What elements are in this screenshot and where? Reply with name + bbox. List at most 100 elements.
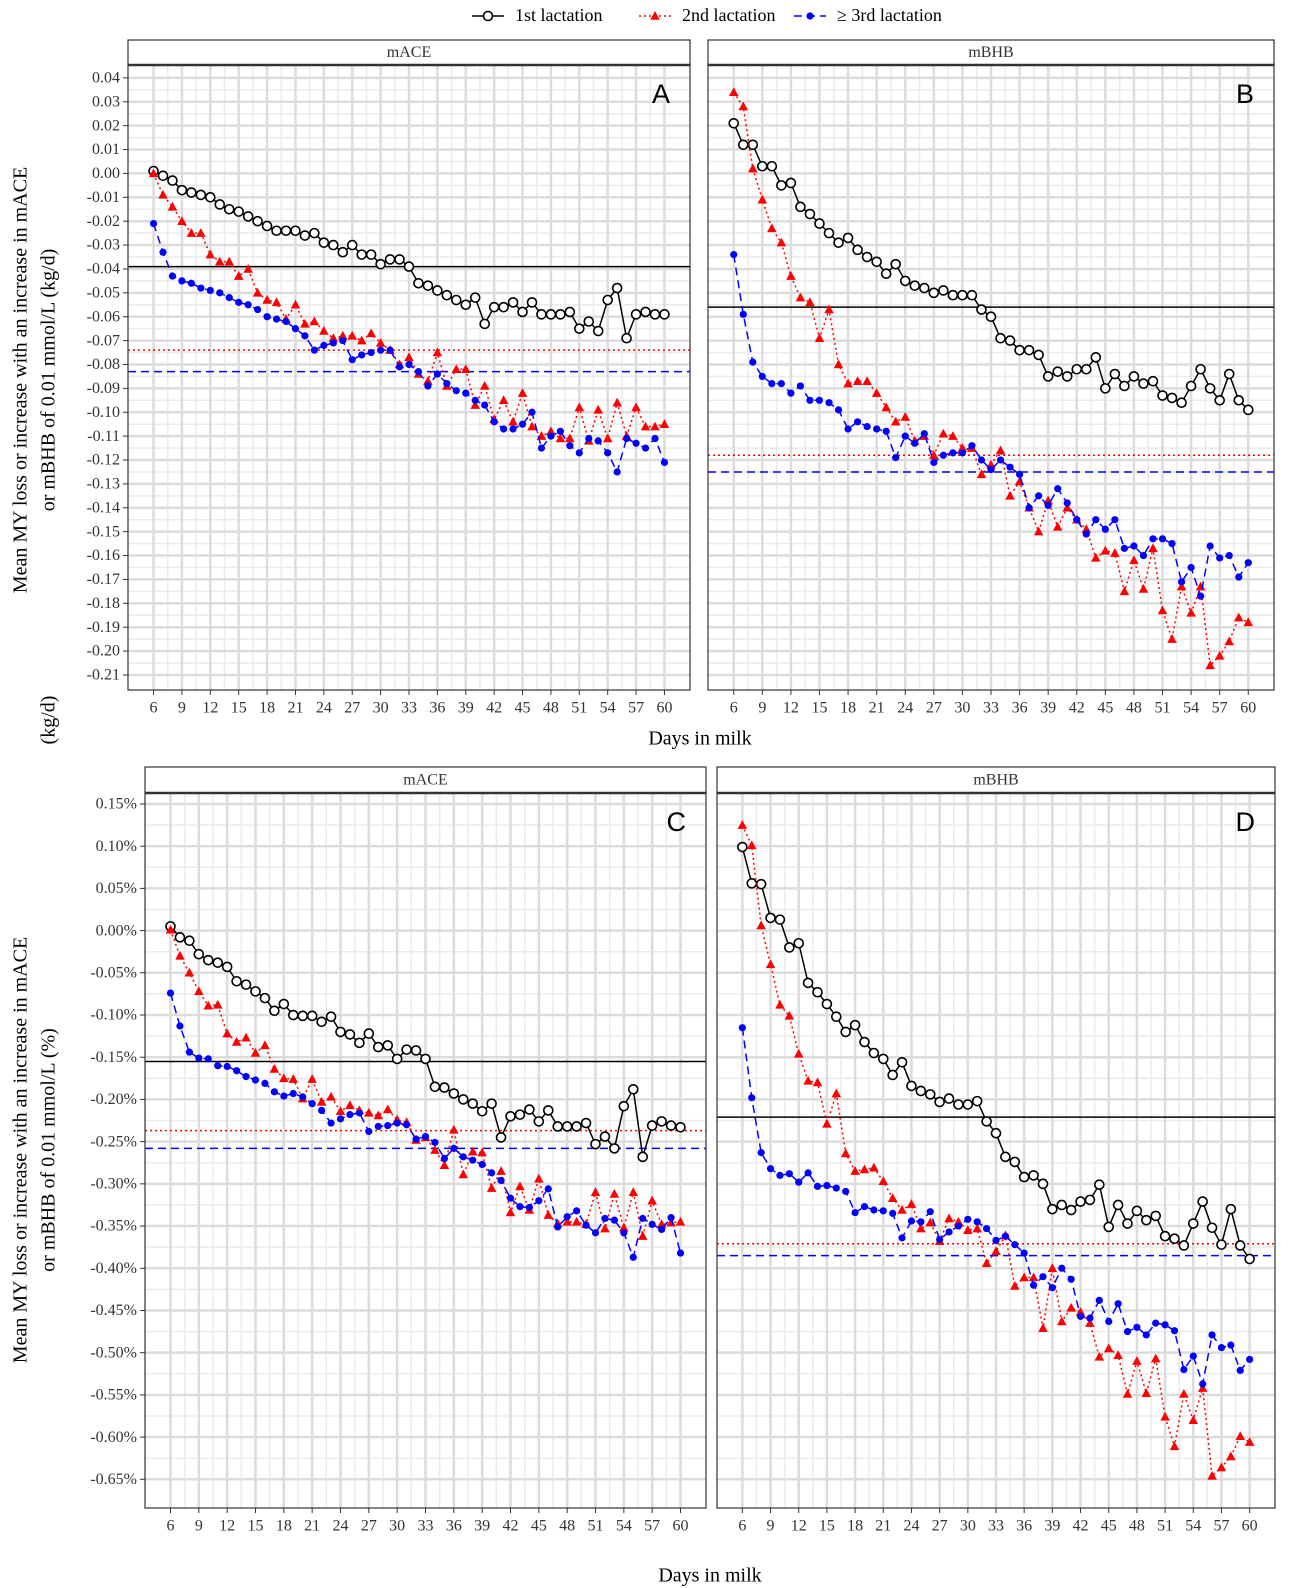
point [675, 1216, 686, 1226]
point [650, 421, 660, 431]
point [871, 256, 882, 268]
point [269, 1005, 280, 1017]
point [517, 388, 528, 397]
point [327, 1119, 335, 1127]
point [583, 316, 595, 327]
panel: 6 9 12 15 18 21 24 27 30 33 36 39 42 45 48 51 54 57 60 mBHB… [716, 766, 1276, 1535]
point [1149, 535, 1157, 543]
point [609, 1143, 620, 1154]
x-tick-label: 36 [1012, 700, 1028, 717]
x-tick-label: 42 [503, 1518, 519, 1535]
point [1014, 344, 1025, 356]
point [325, 1011, 337, 1023]
point [675, 1121, 686, 1133]
point [197, 284, 205, 292]
y-tick-label: -0.05% [90, 964, 137, 981]
x-tick-label: 45 [515, 700, 531, 717]
point [563, 1213, 571, 1221]
x-tick-label: 45 [531, 1518, 547, 1535]
point [1095, 1296, 1103, 1304]
point [871, 388, 882, 397]
point [954, 1222, 963, 1230]
x-tick-label: 15 [248, 1518, 264, 1535]
point [159, 248, 167, 256]
point [1019, 1272, 1029, 1282]
y-tick-label: -0.08 [87, 356, 120, 373]
point [889, 1209, 897, 1217]
point [206, 286, 214, 295]
point [803, 1075, 813, 1085]
point [508, 416, 518, 426]
point [928, 287, 940, 299]
y-tick-label: 0.15% [96, 796, 137, 813]
x-tick-label: 24 [903, 1518, 919, 1535]
point [1233, 395, 1245, 406]
point [216, 289, 224, 297]
x-tick-label: 60 [656, 700, 672, 717]
point [897, 1205, 907, 1214]
point [287, 1009, 299, 1021]
point [878, 1176, 889, 1186]
point [1100, 383, 1111, 394]
point [1180, 1365, 1188, 1374]
point [915, 1085, 927, 1097]
point [372, 1041, 384, 1053]
y-tick-label: -0.07 [87, 332, 120, 349]
point [1029, 1281, 1038, 1289]
point [602, 294, 613, 306]
point [963, 1225, 973, 1235]
point [335, 1106, 346, 1115]
point [1057, 1316, 1067, 1326]
point [497, 1176, 505, 1185]
point [1195, 363, 1206, 375]
point [356, 249, 367, 260]
point [1166, 392, 1178, 404]
y-tick-label: -0.01 [87, 189, 120, 206]
x-tick-label: 39 [1044, 1518, 1060, 1535]
point [1130, 542, 1138, 550]
point [1177, 578, 1186, 586]
point [737, 841, 748, 853]
point [1119, 586, 1130, 596]
point [976, 469, 987, 479]
point [1028, 1170, 1039, 1181]
point [1243, 617, 1254, 627]
point [823, 227, 835, 239]
point [776, 1171, 784, 1180]
point [861, 251, 873, 263]
point [556, 427, 564, 435]
point [639, 1214, 647, 1223]
point [515, 1181, 525, 1191]
point [496, 1166, 506, 1175]
point [412, 1135, 420, 1143]
point [414, 368, 423, 376]
x-tick-label: 42 [486, 700, 502, 717]
x-tick-label: 24 [316, 700, 332, 717]
point [401, 1044, 412, 1055]
point [632, 439, 640, 447]
point [167, 201, 178, 211]
point [403, 261, 415, 272]
point [957, 289, 968, 301]
point [1067, 1275, 1075, 1283]
point [859, 1036, 870, 1048]
point [609, 1188, 620, 1198]
point [1091, 552, 1101, 562]
point [571, 1121, 582, 1132]
point [1161, 1321, 1169, 1329]
point [612, 397, 622, 407]
point [1042, 371, 1054, 382]
point [457, 1094, 469, 1105]
point [1075, 1196, 1086, 1207]
legend-marker [650, 11, 660, 20]
y-tick-label: -0.10 [87, 404, 120, 421]
x-tick-label: 24 [333, 1518, 349, 1535]
point [996, 456, 1005, 464]
point [646, 1120, 658, 1131]
point [300, 318, 310, 328]
point [204, 1055, 212, 1063]
point [911, 439, 919, 447]
point [288, 1074, 299, 1083]
point [953, 1099, 964, 1110]
point [1235, 1431, 1245, 1440]
